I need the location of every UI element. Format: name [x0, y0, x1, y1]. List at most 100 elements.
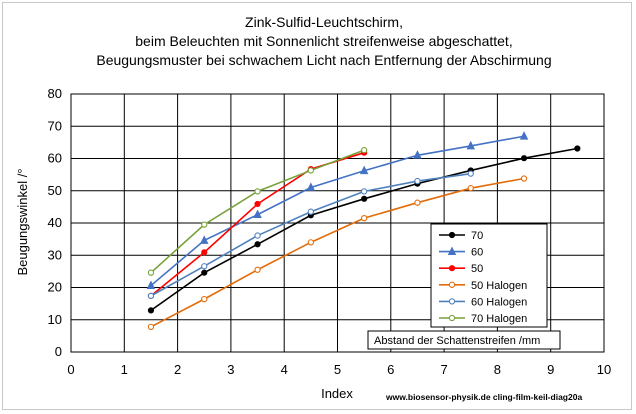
legend-item: 60 — [439, 246, 483, 259]
y-tick-label: 50 — [48, 183, 62, 198]
legend-item: 70 Halogen — [439, 313, 527, 325]
legend-label: 50 — [471, 263, 483, 275]
y-tick-labels: 0 10 20 30 40 50 60 70 80 — [48, 86, 62, 359]
x-tick-label: 1 — [121, 362, 128, 377]
data-point — [307, 167, 314, 174]
legend-swatch-marker — [447, 246, 457, 256]
legend-swatch-marker — [448, 231, 456, 239]
legend-label: 60 — [471, 247, 483, 259]
legend-label: 70 — [471, 230, 483, 242]
legend-swatch-marker — [448, 314, 456, 322]
annotation-text: Abstand der Schattenstreifen /mm — [374, 335, 540, 347]
legend-label: 50 Halogen — [471, 280, 527, 292]
legend-item: 50 Halogen — [439, 280, 527, 292]
data-point — [201, 269, 208, 276]
data-point — [254, 266, 261, 273]
data-point — [201, 263, 208, 270]
series-line — [150, 177, 525, 328]
chart-title: Zink-Sulfid-Leuchtschirm, beim Beleuchte… — [96, 14, 551, 68]
data-point — [414, 177, 421, 185]
series-50 — [147, 149, 368, 299]
legend-swatch-marker — [448, 265, 456, 272]
data-point — [306, 182, 316, 191]
data-point — [414, 199, 421, 206]
x-tick-label: 8 — [494, 362, 501, 377]
data-point — [574, 145, 581, 152]
legend-item: 60 Halogen — [439, 296, 527, 308]
data-point — [360, 215, 368, 222]
data-point — [147, 307, 155, 314]
series-60 — [146, 131, 529, 289]
data-point — [467, 170, 474, 177]
data-point — [254, 200, 261, 208]
x-tick-label: 10 — [597, 362, 611, 377]
series-line — [150, 151, 365, 297]
data-point — [201, 221, 208, 228]
y-tick-label: 60 — [48, 151, 62, 166]
x-tick-label: 6 — [387, 362, 394, 377]
data-point — [519, 131, 529, 140]
x-tick-label: 0 — [67, 362, 74, 377]
data-point — [520, 155, 528, 162]
data-point — [253, 209, 262, 219]
legend-label: 60 Halogen — [471, 296, 527, 308]
annotation-box — [367, 330, 561, 350]
series-line — [150, 172, 471, 297]
legend-swatch-marker — [448, 298, 456, 305]
series-group — [146, 131, 581, 330]
x-tick-label: 7 — [440, 362, 447, 377]
y-tick-label: 30 — [48, 247, 62, 262]
data-point — [254, 188, 261, 195]
data-point — [201, 295, 208, 303]
data-point — [413, 150, 422, 159]
data-point — [307, 208, 314, 215]
x-tick-label: 2 — [174, 362, 181, 377]
x-tick-label: 9 — [547, 362, 554, 377]
series-70-halogen — [147, 146, 368, 276]
y-tick-label: 80 — [48, 86, 62, 101]
data-point — [361, 195, 368, 202]
data-point — [359, 165, 369, 175]
chart-title-line-2: beim Beleuchten mit Sonnenlicht streifen… — [135, 33, 512, 49]
y-tick-label: 10 — [48, 312, 62, 327]
data-point — [201, 249, 208, 256]
y-tick-label: 20 — [48, 280, 62, 295]
data-point — [466, 140, 475, 150]
data-point — [307, 239, 314, 246]
data-point — [360, 146, 368, 154]
footer-credit: www.biosensor-physik.de cling-film-keil-… — [385, 392, 582, 402]
x-tick-label: 4 — [281, 362, 288, 377]
data-point — [146, 280, 156, 289]
series-60-halogen — [147, 170, 474, 300]
series-50-halogen — [147, 175, 528, 330]
data-point — [254, 241, 261, 248]
data-point — [360, 188, 368, 195]
legend: 70 60 50 50 Halogen 60 Halogen 70 Halogen — [430, 223, 548, 328]
data-point — [467, 185, 474, 192]
x-tick-labels: 0 1 2 3 4 5 6 7 8 9 10 — [67, 362, 611, 377]
data-point — [147, 323, 155, 330]
chart-frame — [2, 2, 632, 410]
plot-border — [70, 93, 605, 353]
data-point — [520, 175, 528, 182]
y-tick-label: 40 — [48, 215, 62, 230]
legend-item: 50 — [439, 263, 483, 275]
chart-title-line-1: Zink-Sulfid-Leuchtschirm, — [245, 14, 403, 30]
legend-item: 70 — [439, 230, 483, 242]
y-tick-label: 70 — [48, 118, 62, 133]
x-tick-label: 5 — [334, 362, 341, 377]
data-point — [147, 292, 155, 300]
data-point — [254, 232, 261, 239]
x-tick-label: 3 — [227, 362, 234, 377]
plot-area — [70, 93, 605, 353]
legend-label: 70 Halogen — [471, 313, 527, 325]
y-axis-label: Beugungswinkel /° — [15, 168, 30, 275]
annotation: Abstand der Schattenstreifen /mm — [367, 330, 561, 350]
y-tick-label: 0 — [55, 344, 62, 359]
legend-box — [430, 223, 548, 328]
chart-title-line-3: Beugungsmuster bei schwachem Licht nach … — [96, 52, 551, 68]
data-point — [147, 269, 155, 276]
series-line — [150, 135, 525, 287]
x-axis-label: Index — [321, 386, 353, 401]
